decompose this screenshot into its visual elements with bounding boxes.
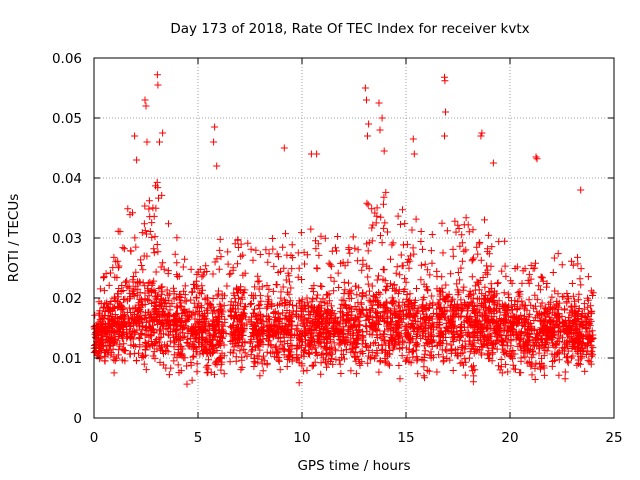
data-points: [90, 71, 597, 388]
x-tick-label: 20: [501, 430, 518, 446]
y-tick-label: 0.06: [52, 51, 82, 67]
y-tick-label: 0: [73, 411, 82, 427]
y-tick-label: 0.01: [52, 351, 82, 367]
axis-ticks: [93, 57, 615, 419]
y-tick-label: 0.03: [52, 231, 82, 247]
x-tick-labels: 0 5 10 15 20 25: [90, 430, 623, 446]
x-tick-label: 5: [194, 430, 203, 446]
chart-title: Day 173 of 2018, Rate Of TEC Index for r…: [170, 21, 529, 37]
x-tick-label: 0: [90, 430, 99, 446]
x-tick-label: 25: [605, 430, 622, 446]
roti-point-markers: [90, 71, 597, 388]
y-tick-labels: 0 0.01 0.02 0.03 0.04 0.05 0.06: [52, 51, 82, 427]
y-tick-label: 0.05: [52, 111, 82, 127]
y-tick-label: 0.02: [52, 291, 82, 307]
x-axis-label: GPS time / hours: [297, 458, 410, 474]
y-axis-label: ROTI / TECUs: [6, 194, 22, 282]
x-tick-label: 10: [293, 430, 310, 446]
x-tick-label: 15: [397, 430, 414, 446]
y-tick-label: 0.04: [52, 171, 82, 187]
